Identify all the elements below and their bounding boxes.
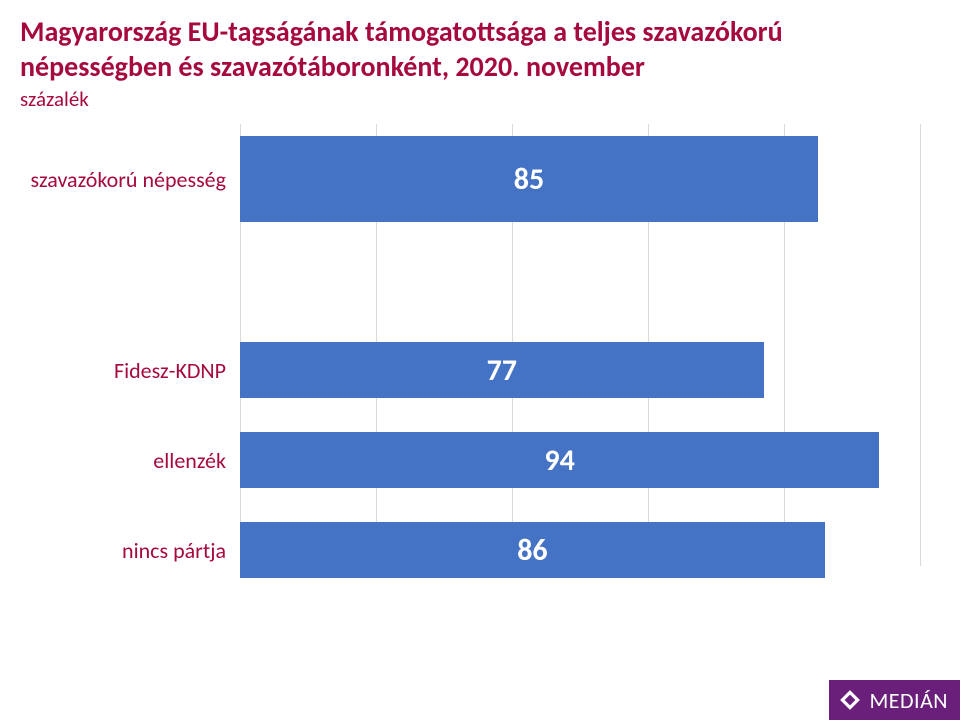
chart-title: Magyarország EU-tagságának támogatottság… [0,0,960,86]
bar-track: 86 [240,522,960,578]
bar-label: nincs pártja [0,537,240,564]
bar-label: Fidesz-KDNP [0,357,240,384]
source-logo: MEDIÁN [829,680,960,720]
bar-label: szavazókorú népesség [0,166,240,193]
chart-area: szavazókorú népesség85 Fidesz-KDNP77 ellen… [0,124,960,578]
bar: 86 [240,522,825,578]
chart-subtitle: százalék [0,86,960,124]
bar: 77 [240,342,764,398]
diamond-icon [837,687,863,713]
bar-label: ellenzék [0,447,240,474]
bar-track: 77 [240,342,960,398]
bar: 94 [240,432,879,488]
logo-text: MEDIÁN [869,687,948,714]
bar-track: 85 [240,136,960,222]
bar: 85 [240,136,818,222]
bar-track: 94 [240,432,960,488]
